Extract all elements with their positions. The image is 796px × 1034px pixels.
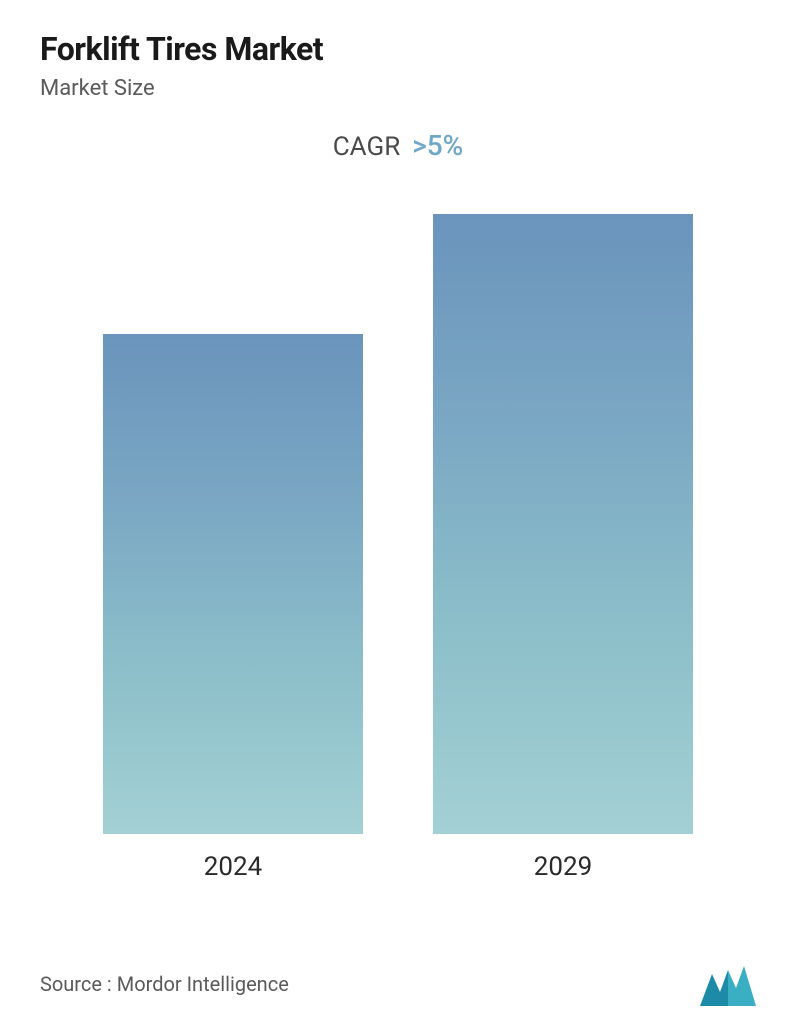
cagr-value: >5% xyxy=(412,129,463,162)
bar-group-2029: 2029 xyxy=(433,214,693,882)
bar-2029 xyxy=(433,214,693,834)
source-text: Source : Mordor Intelligence xyxy=(40,972,289,996)
footer: Source : Mordor Intelligence xyxy=(40,962,756,1006)
bar-label-2029: 2029 xyxy=(534,852,592,882)
bar-2024 xyxy=(103,334,363,834)
chart-title: Forklift Tires Market xyxy=(40,30,756,68)
chart-area: 2024 2029 xyxy=(40,182,756,882)
cagr-row: CAGR >5% xyxy=(40,129,756,162)
bar-label-2024: 2024 xyxy=(204,852,262,882)
chart-subtitle: Market Size xyxy=(40,76,756,101)
mordor-logo-icon xyxy=(700,962,756,1006)
bar-group-2024: 2024 xyxy=(103,334,363,882)
cagr-label: CAGR xyxy=(333,132,400,162)
